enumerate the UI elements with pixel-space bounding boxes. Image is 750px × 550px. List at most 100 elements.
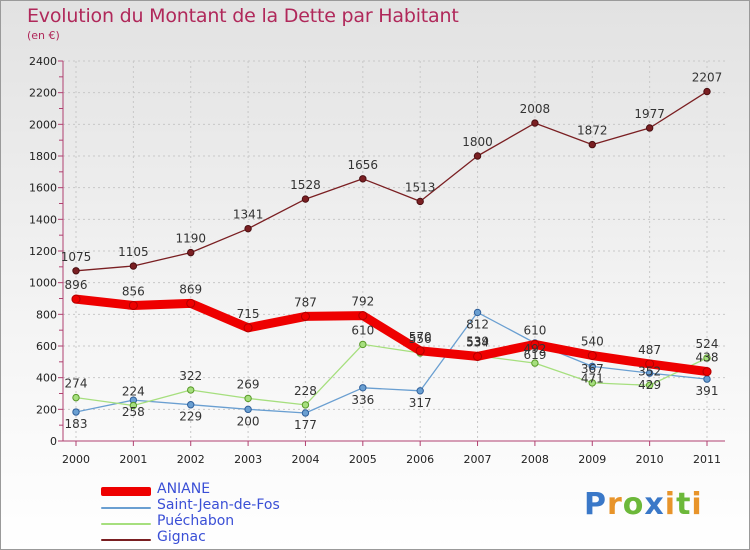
line-chart: 0 200 400 600 800 1000 1200 1400 1600 1800 2000 220… xyxy=(29,55,725,466)
data-point xyxy=(187,248,195,257)
data-label: 534 xyxy=(466,335,489,349)
data-label: 1513 xyxy=(405,180,436,194)
data-point xyxy=(645,369,654,377)
data-label: 274 xyxy=(65,377,88,391)
data-point xyxy=(187,401,195,409)
legend-label: Puéchabon xyxy=(157,513,235,529)
series-line-Puéchabon xyxy=(75,343,708,407)
legend-swatch xyxy=(101,523,151,525)
legend-label: Gignac xyxy=(157,529,206,545)
data-point xyxy=(645,381,654,389)
legend-label: Saint-Jean-de-Fos xyxy=(157,497,280,513)
x-tick-label: 2008 xyxy=(521,453,549,466)
y-tick-label: 1600 xyxy=(29,182,57,195)
data-point xyxy=(703,354,711,362)
data-point xyxy=(300,311,310,321)
logo-letter: x xyxy=(644,487,665,522)
data-label: 391 xyxy=(696,384,719,398)
data-point xyxy=(588,362,596,371)
data-point xyxy=(72,393,80,402)
data-point xyxy=(359,384,367,392)
y-tick-label: 1800 xyxy=(29,150,57,163)
data-label: 1656 xyxy=(348,158,379,172)
data-label: 1341 xyxy=(233,208,264,222)
data-label: 177 xyxy=(294,418,317,432)
x-tick-label: 2010 xyxy=(636,453,664,466)
data-label: 610 xyxy=(351,323,374,337)
x-tick-label: 2009 xyxy=(578,453,606,466)
series-line-Saint-Jean-de-Fos xyxy=(75,311,708,414)
data-point xyxy=(186,298,196,308)
data-point xyxy=(244,394,252,403)
y-tick-label: 0 xyxy=(50,435,57,448)
data-point xyxy=(645,359,655,369)
y-tick-label: 600 xyxy=(36,340,57,353)
data-point xyxy=(301,195,310,203)
data-point xyxy=(244,224,252,233)
data-point xyxy=(531,119,539,127)
data-point xyxy=(587,351,597,360)
data-label: 487 xyxy=(638,343,661,357)
logo-letter: o xyxy=(622,487,645,522)
chart-ticks: 0 200 400 600 800 1000 1200 1400 1600 1800 2000 220… xyxy=(29,55,721,466)
y-tick-label: 400 xyxy=(36,372,57,385)
data-label: 1872 xyxy=(577,124,608,138)
x-tick-label: 2004 xyxy=(291,453,319,466)
data-label: 715 xyxy=(237,307,260,321)
legend-swatch xyxy=(101,487,151,496)
y-tick-label: 1400 xyxy=(29,213,57,226)
data-point xyxy=(703,375,711,383)
data-label: 258 xyxy=(122,405,145,419)
data-label: 224 xyxy=(122,385,145,399)
series-line-ANIANE xyxy=(71,294,712,377)
data-label: 228 xyxy=(294,384,317,398)
y-tick-label: 200 xyxy=(36,403,57,416)
data-label: 183 xyxy=(65,417,88,431)
x-tick-label: 2003 xyxy=(234,453,262,466)
data-point xyxy=(128,300,138,310)
series-line-Gignac xyxy=(75,90,708,272)
proxiti-logo: Proxiti xyxy=(584,487,703,522)
x-tick-label: 2001 xyxy=(119,453,147,466)
logo-letter: r xyxy=(607,487,623,522)
data-label: 336 xyxy=(351,393,374,407)
x-tick-label: 2002 xyxy=(177,453,205,466)
data-point xyxy=(531,359,539,367)
data-label: 540 xyxy=(581,335,604,349)
x-tick-label: 2006 xyxy=(406,453,434,466)
legend-label: ANIANE xyxy=(157,481,211,497)
x-tick-label: 2011 xyxy=(693,453,721,466)
x-tick-label: 2000 xyxy=(62,453,90,466)
data-label: 556 xyxy=(409,332,432,346)
data-label: 429 xyxy=(638,378,661,392)
data-label: 471 xyxy=(581,371,604,385)
data-label: 322 xyxy=(179,369,202,383)
data-label: 438 xyxy=(696,351,719,365)
data-label: 896 xyxy=(65,278,88,292)
data-point xyxy=(588,140,596,149)
logo-letter: i xyxy=(691,487,703,522)
data-point xyxy=(530,339,540,349)
data-point xyxy=(129,262,138,270)
legend-swatch xyxy=(101,507,151,509)
data-label: 200 xyxy=(237,414,260,428)
data-label: 787 xyxy=(294,295,317,309)
data-label: 1800 xyxy=(462,135,493,149)
data-label: 610 xyxy=(523,323,546,337)
data-point xyxy=(243,323,253,333)
data-label: 269 xyxy=(237,377,260,391)
data-point xyxy=(244,405,252,414)
data-label: 492 xyxy=(523,342,546,356)
data-label: 1190 xyxy=(175,232,206,246)
data-point xyxy=(473,351,483,361)
chart-series xyxy=(71,87,712,417)
data-point xyxy=(129,401,138,410)
data-point xyxy=(702,367,712,377)
data-label: 812 xyxy=(466,317,489,331)
x-tick-label: 2005 xyxy=(349,453,377,466)
data-label: 1105 xyxy=(118,245,149,259)
data-label: 2207 xyxy=(692,71,723,85)
data-point xyxy=(645,124,654,132)
data-label: 1075 xyxy=(61,250,92,264)
